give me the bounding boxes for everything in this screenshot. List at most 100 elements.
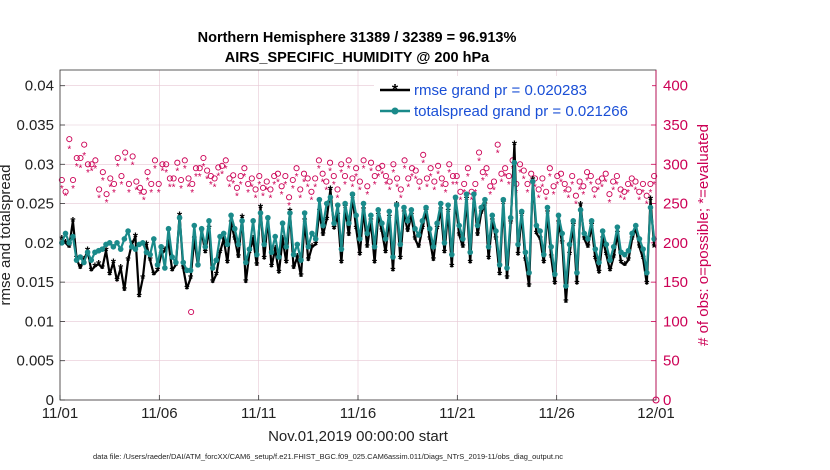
obs-possible-point [602,170,609,177]
series-point-rmse: * [184,281,190,296]
series-point-spread [555,212,562,219]
obs-possible-point [174,159,181,166]
obs-evaluated-point: * [134,185,138,196]
obs-evaluated-point: * [522,174,526,185]
x-tick-label: 11/16 [340,405,376,422]
obs-possible-point [282,173,289,180]
obs-possible-point [327,159,334,166]
obs-evaluated-point: * [280,190,284,201]
series-point-rmse: * [383,245,389,260]
series-point-spread [342,200,348,207]
obs-possible-point [405,175,412,182]
series-point-spread [592,246,599,252]
obs-evaluated-point: * [302,178,306,189]
obs-possible-point [155,180,162,187]
obs-possible-point [58,176,65,184]
series-point-rmse: * [328,182,334,197]
series-point-spread [117,246,124,252]
obs-possible-point [211,175,218,182]
obs-possible-point [144,169,151,176]
series-point-spread [386,208,393,215]
obs-evaluated-point: * [175,167,179,178]
obs-evaluated-point: * [537,193,541,204]
y2-tick-label: 100 [663,313,688,330]
series-point-rmse: * [644,277,650,292]
obs-evaluated-point: * [406,182,410,193]
obs-possible-point [651,173,658,180]
obs-possible-point [453,173,460,180]
obs-possible-point [62,188,69,195]
obs-evaluated-point: * [201,162,205,173]
series-point-spread [566,241,573,248]
series-point-spread [139,240,146,246]
series-point-rmse: * [170,263,176,278]
obs-evaluated-point: * [350,182,354,193]
series-point-rmse: * [243,275,249,290]
obs-possible-point [446,161,453,168]
series-point-rmse: * [148,253,154,268]
series-point-spread [489,212,496,219]
obs-possible-point [476,149,483,156]
series-point-spread [610,243,617,250]
obs-evaluated-point: * [559,178,563,189]
series-point-rmse: * [457,228,463,243]
series-point-spread [261,241,267,248]
series-point-spread [268,249,275,256]
series-point-rmse: * [313,237,319,252]
obs-possible-point [88,161,95,168]
obs-evaluated-point: * [637,196,641,207]
obs-evaluated-point: * [153,164,157,175]
obs-evaluated-point: * [224,164,228,175]
y-tick-label: 0.04 [25,78,54,95]
obs-evaluated-point: * [589,180,593,191]
obs-possible-point [99,169,106,176]
series-point-rmse: * [236,250,242,265]
series-point-rmse: * [600,232,606,247]
series-point-rmse: * [70,214,76,229]
chart-title: Northern Hemisphere 31389 / 32389 = 96.9… [198,30,517,46]
y2-tick-label: 250 [663,196,688,213]
obs-evaluated-point: * [365,190,369,201]
obs-possible-point [632,178,639,185]
series-point-spread [368,212,374,219]
obs-evaluated-point: * [261,192,265,203]
series-point-rmse: * [435,222,441,237]
series-point-spread [220,230,227,237]
obs-evaluated-point: * [377,172,381,183]
obs-evaluated-point: * [578,185,582,196]
y-tick-label: 0.035 [16,117,54,134]
series-point-rmse: * [309,240,315,255]
series-point-spread [614,224,621,230]
obs-evaluated-point: * [242,172,246,183]
series-point-spread [559,230,565,237]
series-point-spread [393,202,400,208]
series-point-spread [132,246,139,252]
obs-evaluated-point: * [306,182,310,193]
series-point-spread [651,236,657,242]
series-point-rmse: * [78,261,84,276]
series-point-spread [110,243,117,250]
obs-evaluated-point: * [563,188,567,199]
obs-evaluated-point: * [64,192,68,203]
obs-possible-point [218,162,226,169]
obs-possible-point [118,173,125,180]
obs-possible-point [259,184,267,191]
obs-evaluated-point: * [466,172,470,183]
series-point-spread [121,236,128,242]
series-point-spread [397,241,404,248]
series-point-rmse: * [92,259,98,274]
series-point-rmse: * [596,266,602,281]
obs-possible-point [289,176,296,184]
series-point-rmse: * [96,257,102,272]
series-point-spread [316,196,323,203]
series-point-rmse: * [155,263,161,278]
obs-evaluated-point: * [272,180,276,191]
obs-evaluated-point: * [395,182,399,193]
series-point-spread [408,207,415,213]
obs-possible-point [472,180,479,187]
series-point-spread [250,218,256,224]
series-point-spread [371,243,378,250]
series-point-spread [254,251,260,258]
series-point-spread [125,228,131,234]
obs-evaluated-point: * [276,178,280,189]
